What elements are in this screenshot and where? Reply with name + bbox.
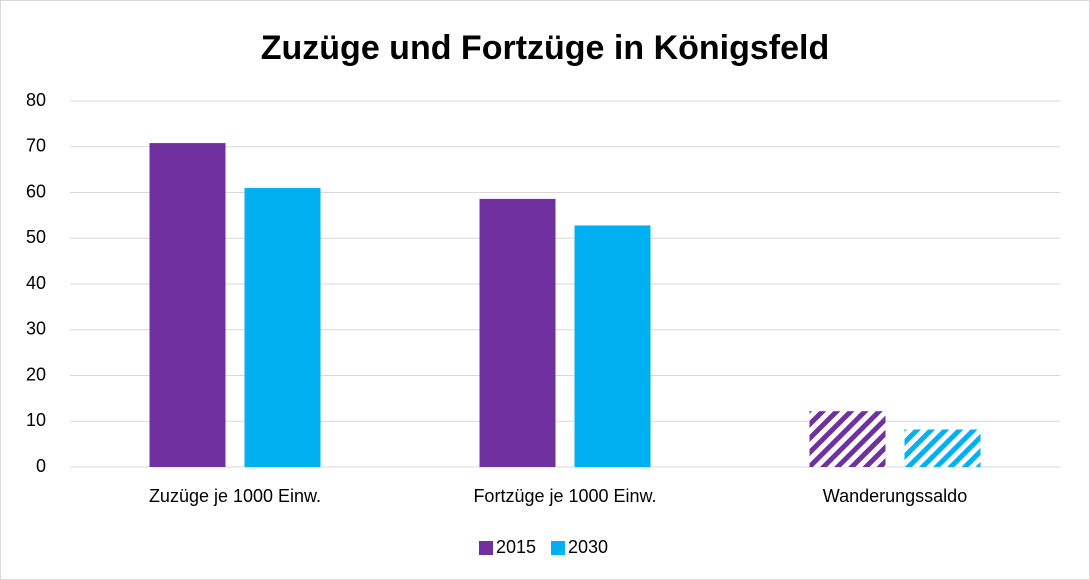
x-tick-label: Wanderungssaldo — [823, 486, 967, 506]
y-tick-label: 60 — [26, 181, 46, 201]
y-tick-label: 30 — [26, 319, 46, 339]
y-tick-label: 0 — [36, 456, 46, 476]
y-tick-label: 10 — [26, 410, 46, 430]
bar — [244, 187, 321, 468]
bar — [809, 411, 886, 467]
legend-label: 2015 — [496, 537, 536, 557]
bar — [574, 225, 651, 467]
y-tick-label: 20 — [26, 364, 46, 384]
x-tick-label: Zuzüge je 1000 Einw. — [149, 486, 321, 506]
y-tick-label: 80 — [26, 90, 46, 110]
y-tick-label: 70 — [26, 136, 46, 156]
bar — [149, 143, 226, 467]
legend-label: 2030 — [568, 537, 608, 557]
legend-swatch — [479, 541, 493, 555]
bar — [904, 429, 981, 467]
x-tick-label: Fortzüge je 1000 Einw. — [473, 486, 656, 506]
chart-title: Zuzüge und Fortzüge in Königsfeld — [261, 29, 830, 67]
legend-swatch — [551, 541, 565, 555]
y-tick-label: 50 — [26, 227, 46, 247]
y-tick-label: 40 — [26, 273, 46, 293]
bar — [479, 198, 556, 467]
